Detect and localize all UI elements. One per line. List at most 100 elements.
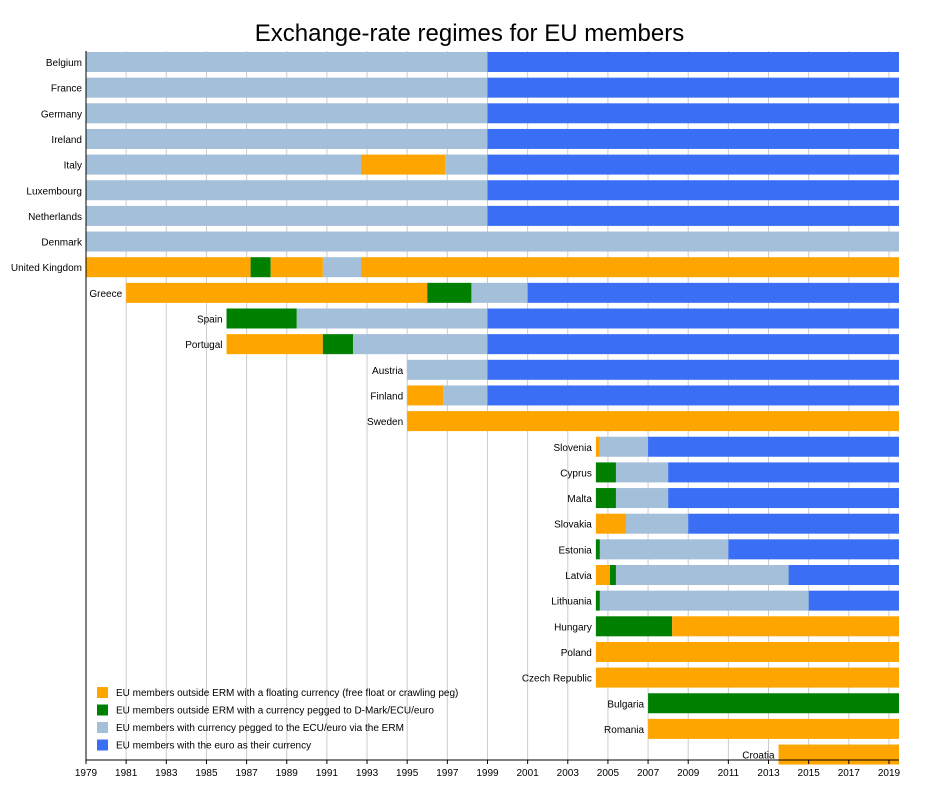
bar-segment-peg xyxy=(595,462,616,483)
x-tick-label: 1995 xyxy=(396,768,419,779)
x-tick-label: 1983 xyxy=(155,768,178,779)
x-tick-label: 2013 xyxy=(757,768,780,779)
x-tick-label: 2007 xyxy=(637,768,660,779)
bar-segment-erm xyxy=(443,385,488,406)
x-tick-label: 2003 xyxy=(557,768,580,779)
x-tick-label: 2011 xyxy=(718,768,740,779)
country-label: Italy xyxy=(64,161,82,172)
x-tick-label: 2005 xyxy=(597,768,620,779)
bar-segment-float xyxy=(270,257,323,278)
country-label: Belgium xyxy=(46,58,82,69)
x-tick-label: 1979 xyxy=(75,768,98,779)
country-label: Slovenia xyxy=(554,443,593,454)
bar-segment-euro xyxy=(487,359,899,380)
bar-segment-erm xyxy=(296,308,488,329)
x-tick-label: 2009 xyxy=(677,768,700,779)
bar-segment-erm xyxy=(86,180,488,201)
bar-segment-float xyxy=(595,641,899,662)
legend-swatch xyxy=(97,739,108,751)
country-label: Estonia xyxy=(559,545,593,556)
x-tick-label: 1987 xyxy=(235,768,258,779)
bar-segment-float xyxy=(126,282,428,303)
bar-segment-float xyxy=(595,436,600,457)
bar-segment-euro xyxy=(487,77,899,98)
bar-segment-euro xyxy=(487,103,899,124)
country-label: Austria xyxy=(372,366,404,377)
bar-segment-float xyxy=(778,744,899,765)
x-tick-label: 1997 xyxy=(436,768,459,779)
country-label: Ireland xyxy=(51,135,82,146)
bar-segment-erm xyxy=(599,436,649,457)
bar-segment-float xyxy=(595,513,626,534)
bar-segment-euro xyxy=(668,462,899,483)
x-tick-label: 1985 xyxy=(195,768,218,779)
bar-segment-float xyxy=(361,257,900,278)
country-label: France xyxy=(51,84,83,95)
x-axis: 1979 1981 1983 1985 1987 1989 1991 1993 1995 1997… xyxy=(75,51,901,779)
bar-segment-float xyxy=(595,565,610,585)
bar-segment-float xyxy=(86,257,251,278)
bar-segment-euro xyxy=(808,590,899,611)
bar-segment-float xyxy=(672,616,899,637)
bar-segment-erm xyxy=(86,77,488,98)
country-label: Romania xyxy=(604,725,644,736)
bar-segment-euro xyxy=(648,436,899,457)
legend: EU members outside ERM with a floating c… xyxy=(97,687,458,752)
bar-segment-euro xyxy=(728,539,899,560)
country-label: Malta xyxy=(567,494,592,505)
legend-swatch xyxy=(97,722,108,733)
bar-segment-erm xyxy=(86,52,488,72)
x-tick-label: 2019 xyxy=(878,768,901,779)
bar-segment-peg xyxy=(595,488,616,509)
x-tick-label: 1991 xyxy=(316,768,339,779)
country-label: Netherlands xyxy=(28,212,82,223)
bar-segment-float xyxy=(407,385,444,406)
bar-segment-peg xyxy=(427,282,472,303)
country-label: Lithuania xyxy=(551,597,592,608)
bar-segment-erm xyxy=(625,513,689,534)
bar-segment-peg xyxy=(250,257,271,278)
legend-label: EU members outside ERM with a floating c… xyxy=(116,688,458,699)
x-tick-label: 1989 xyxy=(276,768,299,779)
country-label: Luxembourg xyxy=(26,186,82,197)
country-label: Poland xyxy=(561,648,592,659)
bar-segment-peg xyxy=(322,334,353,355)
bar-segment-erm xyxy=(407,359,488,380)
bar-segment-euro xyxy=(487,128,899,149)
bar-segment-erm xyxy=(471,282,528,303)
bar-segment-erm xyxy=(445,154,488,175)
x-tick-label: 2015 xyxy=(798,768,821,779)
bar-segment-euro xyxy=(487,52,899,72)
country-label: Latvia xyxy=(565,571,592,582)
country-label: Portugal xyxy=(185,340,222,351)
bar-segment-euro xyxy=(487,308,899,329)
bar-segment-float xyxy=(595,667,899,688)
bar-segment-erm xyxy=(86,128,488,149)
country-label: Cyprus xyxy=(560,468,592,479)
bar-segment-erm xyxy=(599,590,809,611)
bar-segment-euro xyxy=(668,488,899,509)
country-label: Germany xyxy=(41,109,82,120)
country-label: Greece xyxy=(89,289,122,300)
legend-label: EU members outside ERM with a currency p… xyxy=(116,706,434,717)
bar-segment-peg xyxy=(609,565,616,585)
x-tick-label: 2017 xyxy=(838,768,861,779)
x-tick-label: 1981 xyxy=(115,768,138,779)
bar-segment-float xyxy=(361,154,446,175)
bar-segment-erm xyxy=(86,103,488,124)
bar-segment-erm xyxy=(615,488,669,509)
chart-title: Exchange-rate regimes for EU members xyxy=(254,20,685,47)
x-tick-label: 2001 xyxy=(517,768,540,779)
bar-segment-peg xyxy=(226,308,297,329)
legend-swatch xyxy=(97,687,108,698)
bar-segment-peg xyxy=(595,616,673,637)
country-label: Finland xyxy=(370,391,403,402)
bar-segment-erm xyxy=(86,154,362,175)
x-tick-label: 1993 xyxy=(356,768,379,779)
bar-segment-euro xyxy=(487,334,899,355)
legend-label: EU members with the euro as their curren… xyxy=(116,741,311,752)
country-label: Denmark xyxy=(41,238,83,249)
bar-segment-peg xyxy=(595,590,600,611)
country-label: Croatia xyxy=(742,751,775,762)
country-label: Hungary xyxy=(554,622,592,633)
